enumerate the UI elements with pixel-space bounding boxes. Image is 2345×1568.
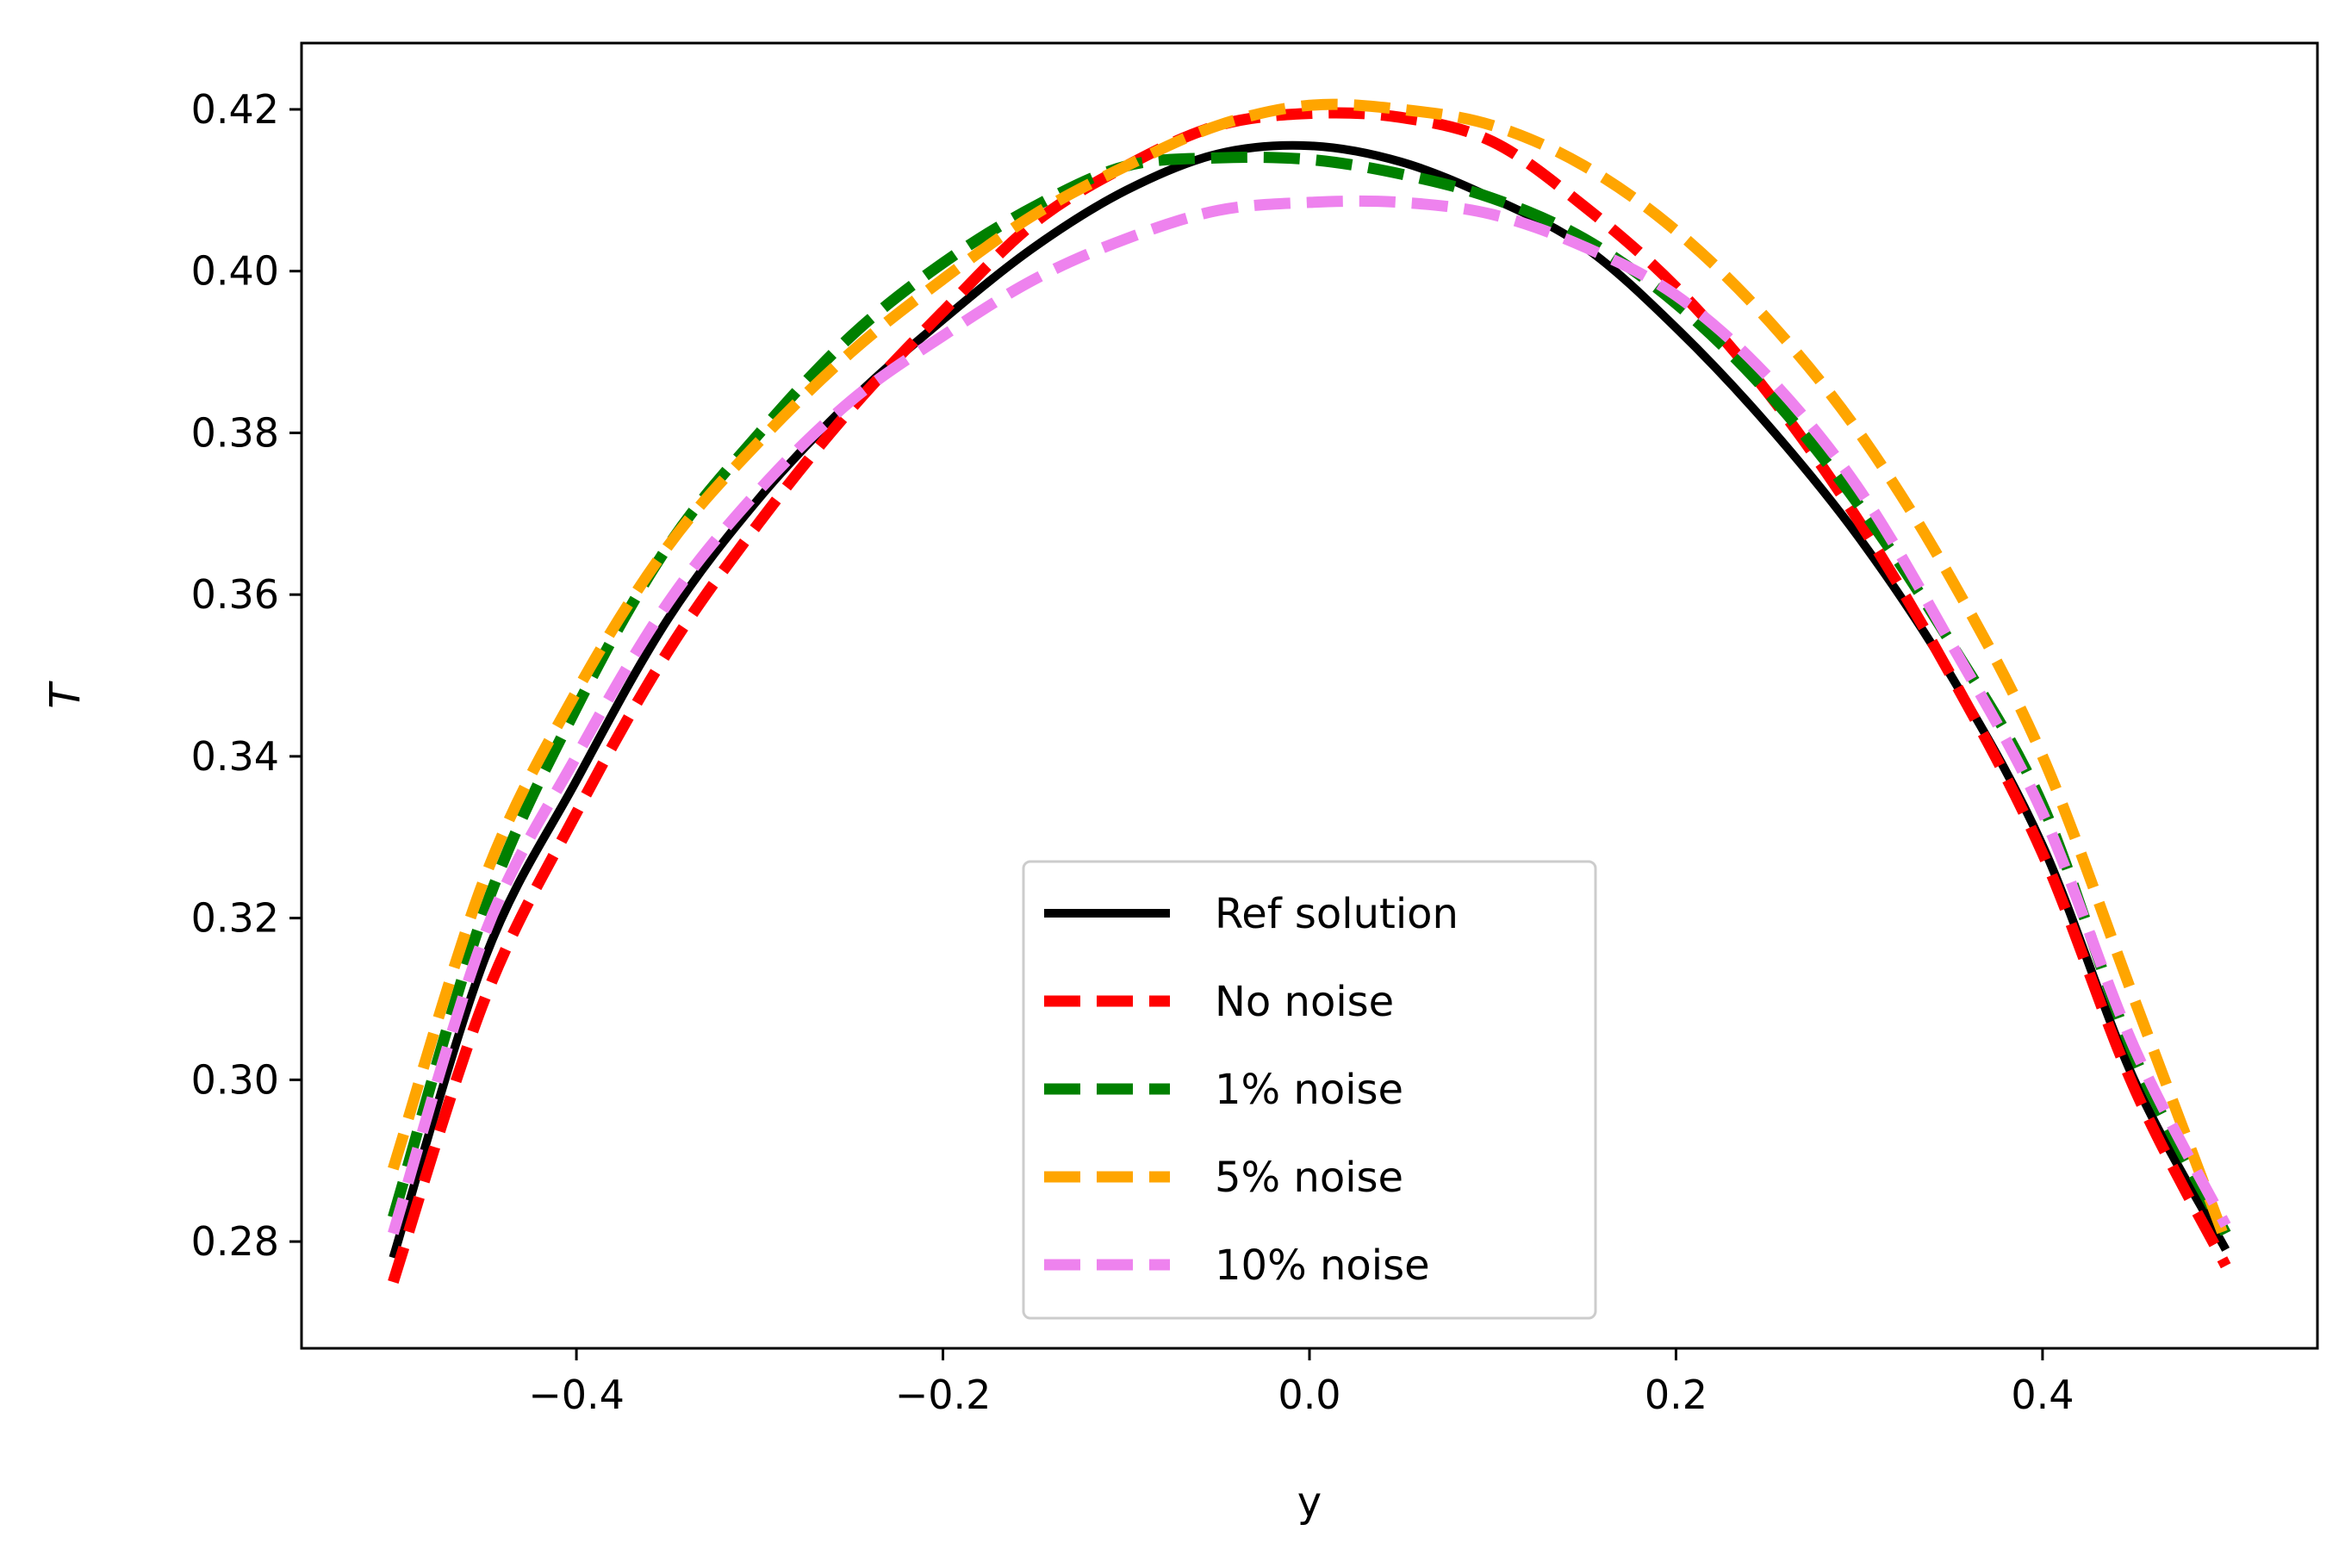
y-tick-label: 0.42 bbox=[191, 86, 279, 133]
x-tick-label: 0.2 bbox=[1645, 1372, 1707, 1418]
legend-label-ref-solution: Ref solution bbox=[1215, 890, 1459, 938]
x-axis-label: y bbox=[1297, 1478, 1322, 1527]
y-tick-label: 0.28 bbox=[191, 1218, 279, 1265]
legend-label-no-noise: No noise bbox=[1215, 978, 1394, 1026]
legend-label-1pct-noise: 1% noise bbox=[1215, 1066, 1403, 1114]
legend: Ref solution No noise 1% noise 5% noise 10% … bbox=[1022, 860, 1597, 1320]
series-line-no-noise bbox=[388, 107, 2231, 1285]
x-tick-label: −0.2 bbox=[895, 1372, 992, 1418]
legend-box bbox=[1022, 860, 1597, 1320]
x-tick-label: −0.4 bbox=[528, 1372, 625, 1418]
legend-label-5pct-noise: 5% noise bbox=[1215, 1154, 1403, 1202]
y-tick-label: 0.38 bbox=[191, 409, 279, 456]
y-axis: 0.28 0.30 0.32 0.34 0.36 0.38 0.40 0.42 bbox=[191, 86, 302, 1265]
y-tick-label: 0.30 bbox=[191, 1056, 279, 1103]
series-line-5pct-noise bbox=[388, 98, 2231, 1244]
x-tick-label: 0.4 bbox=[2011, 1372, 2074, 1418]
y-axis-label: T bbox=[41, 681, 90, 709]
legend-label-10pct-noise: 10% noise bbox=[1215, 1241, 1430, 1290]
y-tick-label: 0.36 bbox=[191, 571, 279, 618]
y-tick-label: 0.34 bbox=[191, 733, 279, 780]
y-tick-label: 0.32 bbox=[191, 895, 279, 942]
y-tick-label: 0.40 bbox=[191, 248, 279, 295]
x-tick-label: 0.0 bbox=[1278, 1372, 1340, 1418]
series-line-10pct-noise bbox=[388, 195, 2231, 1235]
x-axis: −0.4 −0.2 0.0 0.2 0.4 bbox=[528, 1348, 2074, 1418]
series-layer bbox=[388, 98, 2231, 1285]
